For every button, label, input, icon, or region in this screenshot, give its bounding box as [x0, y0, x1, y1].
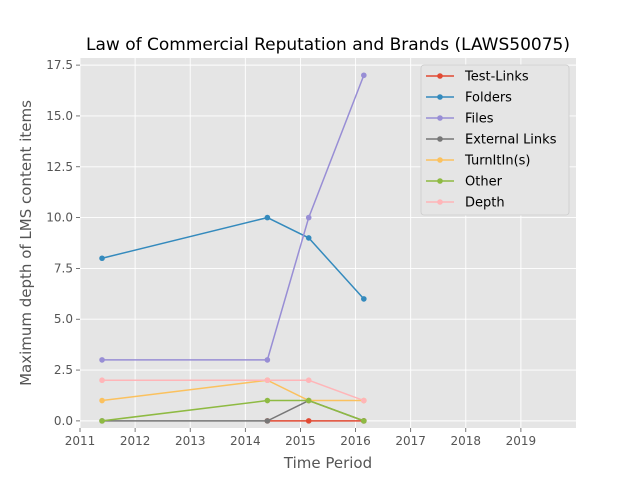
- data-point-folders: [264, 214, 271, 221]
- data-point-folders: [361, 296, 367, 302]
- legend-swatch-marker: [437, 178, 443, 184]
- legend-swatch-marker: [437, 115, 443, 121]
- legend-swatch-marker: [437, 73, 443, 79]
- legend-item-test-links: Test-Links: [426, 70, 529, 85]
- data-point-files: [264, 357, 271, 363]
- data-point-depth: [264, 377, 271, 384]
- x-tick-label: 2013: [175, 434, 206, 448]
- legend-item-turnitin-s: TurnItIn(s): [426, 154, 530, 169]
- data-point-depth: [305, 377, 312, 384]
- data-point-files: [99, 357, 105, 363]
- legend-swatch-marker: [437, 157, 443, 163]
- legend: Test-Links Folders Files External Links Turn…: [420, 64, 570, 216]
- x-tick-label: 2019: [506, 434, 537, 448]
- legend-item-other: Other: [426, 175, 503, 190]
- x-axis-label: Time Period: [283, 454, 372, 472]
- legend-label: Files: [465, 112, 494, 127]
- series-line-depth: [102, 379, 365, 402]
- legend-swatch-marker: [437, 94, 443, 100]
- legend-item-folders: Folders: [426, 91, 512, 106]
- legend-item-files: Files: [426, 112, 494, 127]
- data-point-depth: [361, 397, 367, 404]
- data-point-other: [305, 397, 312, 404]
- series-line-turnitin-s: [101, 379, 364, 402]
- series-depth: [99, 377, 367, 404]
- y-tick-label: 2.5: [54, 363, 73, 377]
- y-tick-label: 7.5: [54, 261, 73, 275]
- legend-label: Test-Links: [464, 70, 529, 85]
- legend-swatch-marker: [437, 199, 443, 205]
- data-point-other: [361, 418, 367, 424]
- legend-box: [420, 64, 570, 216]
- legend-item-depth: Depth: [426, 196, 505, 211]
- legend-label: Folders: [465, 91, 512, 106]
- y-tick-label: 5.0: [54, 312, 73, 326]
- y-tick-label: 17.5: [46, 58, 73, 72]
- x-tick-label: 2015: [285, 434, 316, 448]
- data-point-depth: [99, 377, 105, 384]
- series-line-folders: [101, 216, 365, 300]
- data-point-folders: [99, 255, 105, 262]
- series-line-files: [102, 75, 365, 361]
- legend-swatch-marker: [437, 136, 443, 142]
- legend-item-external-links: External Links: [426, 133, 557, 148]
- series-lines: [99, 72, 367, 424]
- y-tick-label: 10.0: [46, 211, 73, 225]
- x-tick-label: 2018: [451, 434, 482, 448]
- data-point-files: [361, 72, 367, 79]
- axis-ticks: 2011 2012 2013 2014 2015 2016 2017 2018 2019 0.0 2…: [46, 58, 536, 448]
- y-tick-label: 15.0: [46, 109, 73, 123]
- y-tick-label: 12.5: [46, 160, 73, 174]
- data-point-external-links: [264, 418, 271, 424]
- chart-title: Law of Commercial Reputation and Brands …: [86, 35, 570, 55]
- data-point-other: [99, 418, 105, 424]
- legend-label: Depth: [465, 196, 505, 211]
- y-axis-label: Maximum depth of LMS content items: [17, 100, 35, 386]
- x-tick-label: 2017: [395, 434, 426, 448]
- data-point-other: [264, 397, 271, 404]
- series-other: [99, 397, 367, 424]
- series-line-other: [101, 399, 365, 422]
- series-folders: [99, 214, 367, 302]
- series-files: [99, 72, 367, 363]
- data-point-files: [305, 214, 312, 221]
- x-tick-label: 2014: [230, 434, 261, 448]
- data-point-test-links: [305, 418, 312, 424]
- data-point-turnitin-s: [99, 397, 105, 404]
- legend-entries: Test-Links Folders Files External Links Turn…: [426, 70, 557, 211]
- legend-label: Other: [465, 175, 503, 190]
- x-tick-label: 2012: [120, 434, 151, 448]
- legend-label: External Links: [465, 133, 557, 148]
- legend-label: TurnItIn(s): [464, 154, 530, 169]
- x-tick-label: 2016: [340, 434, 371, 448]
- x-tick-label: 2011: [65, 434, 96, 448]
- y-tick-label: 0.0: [54, 414, 73, 428]
- data-point-folders: [305, 235, 312, 241]
